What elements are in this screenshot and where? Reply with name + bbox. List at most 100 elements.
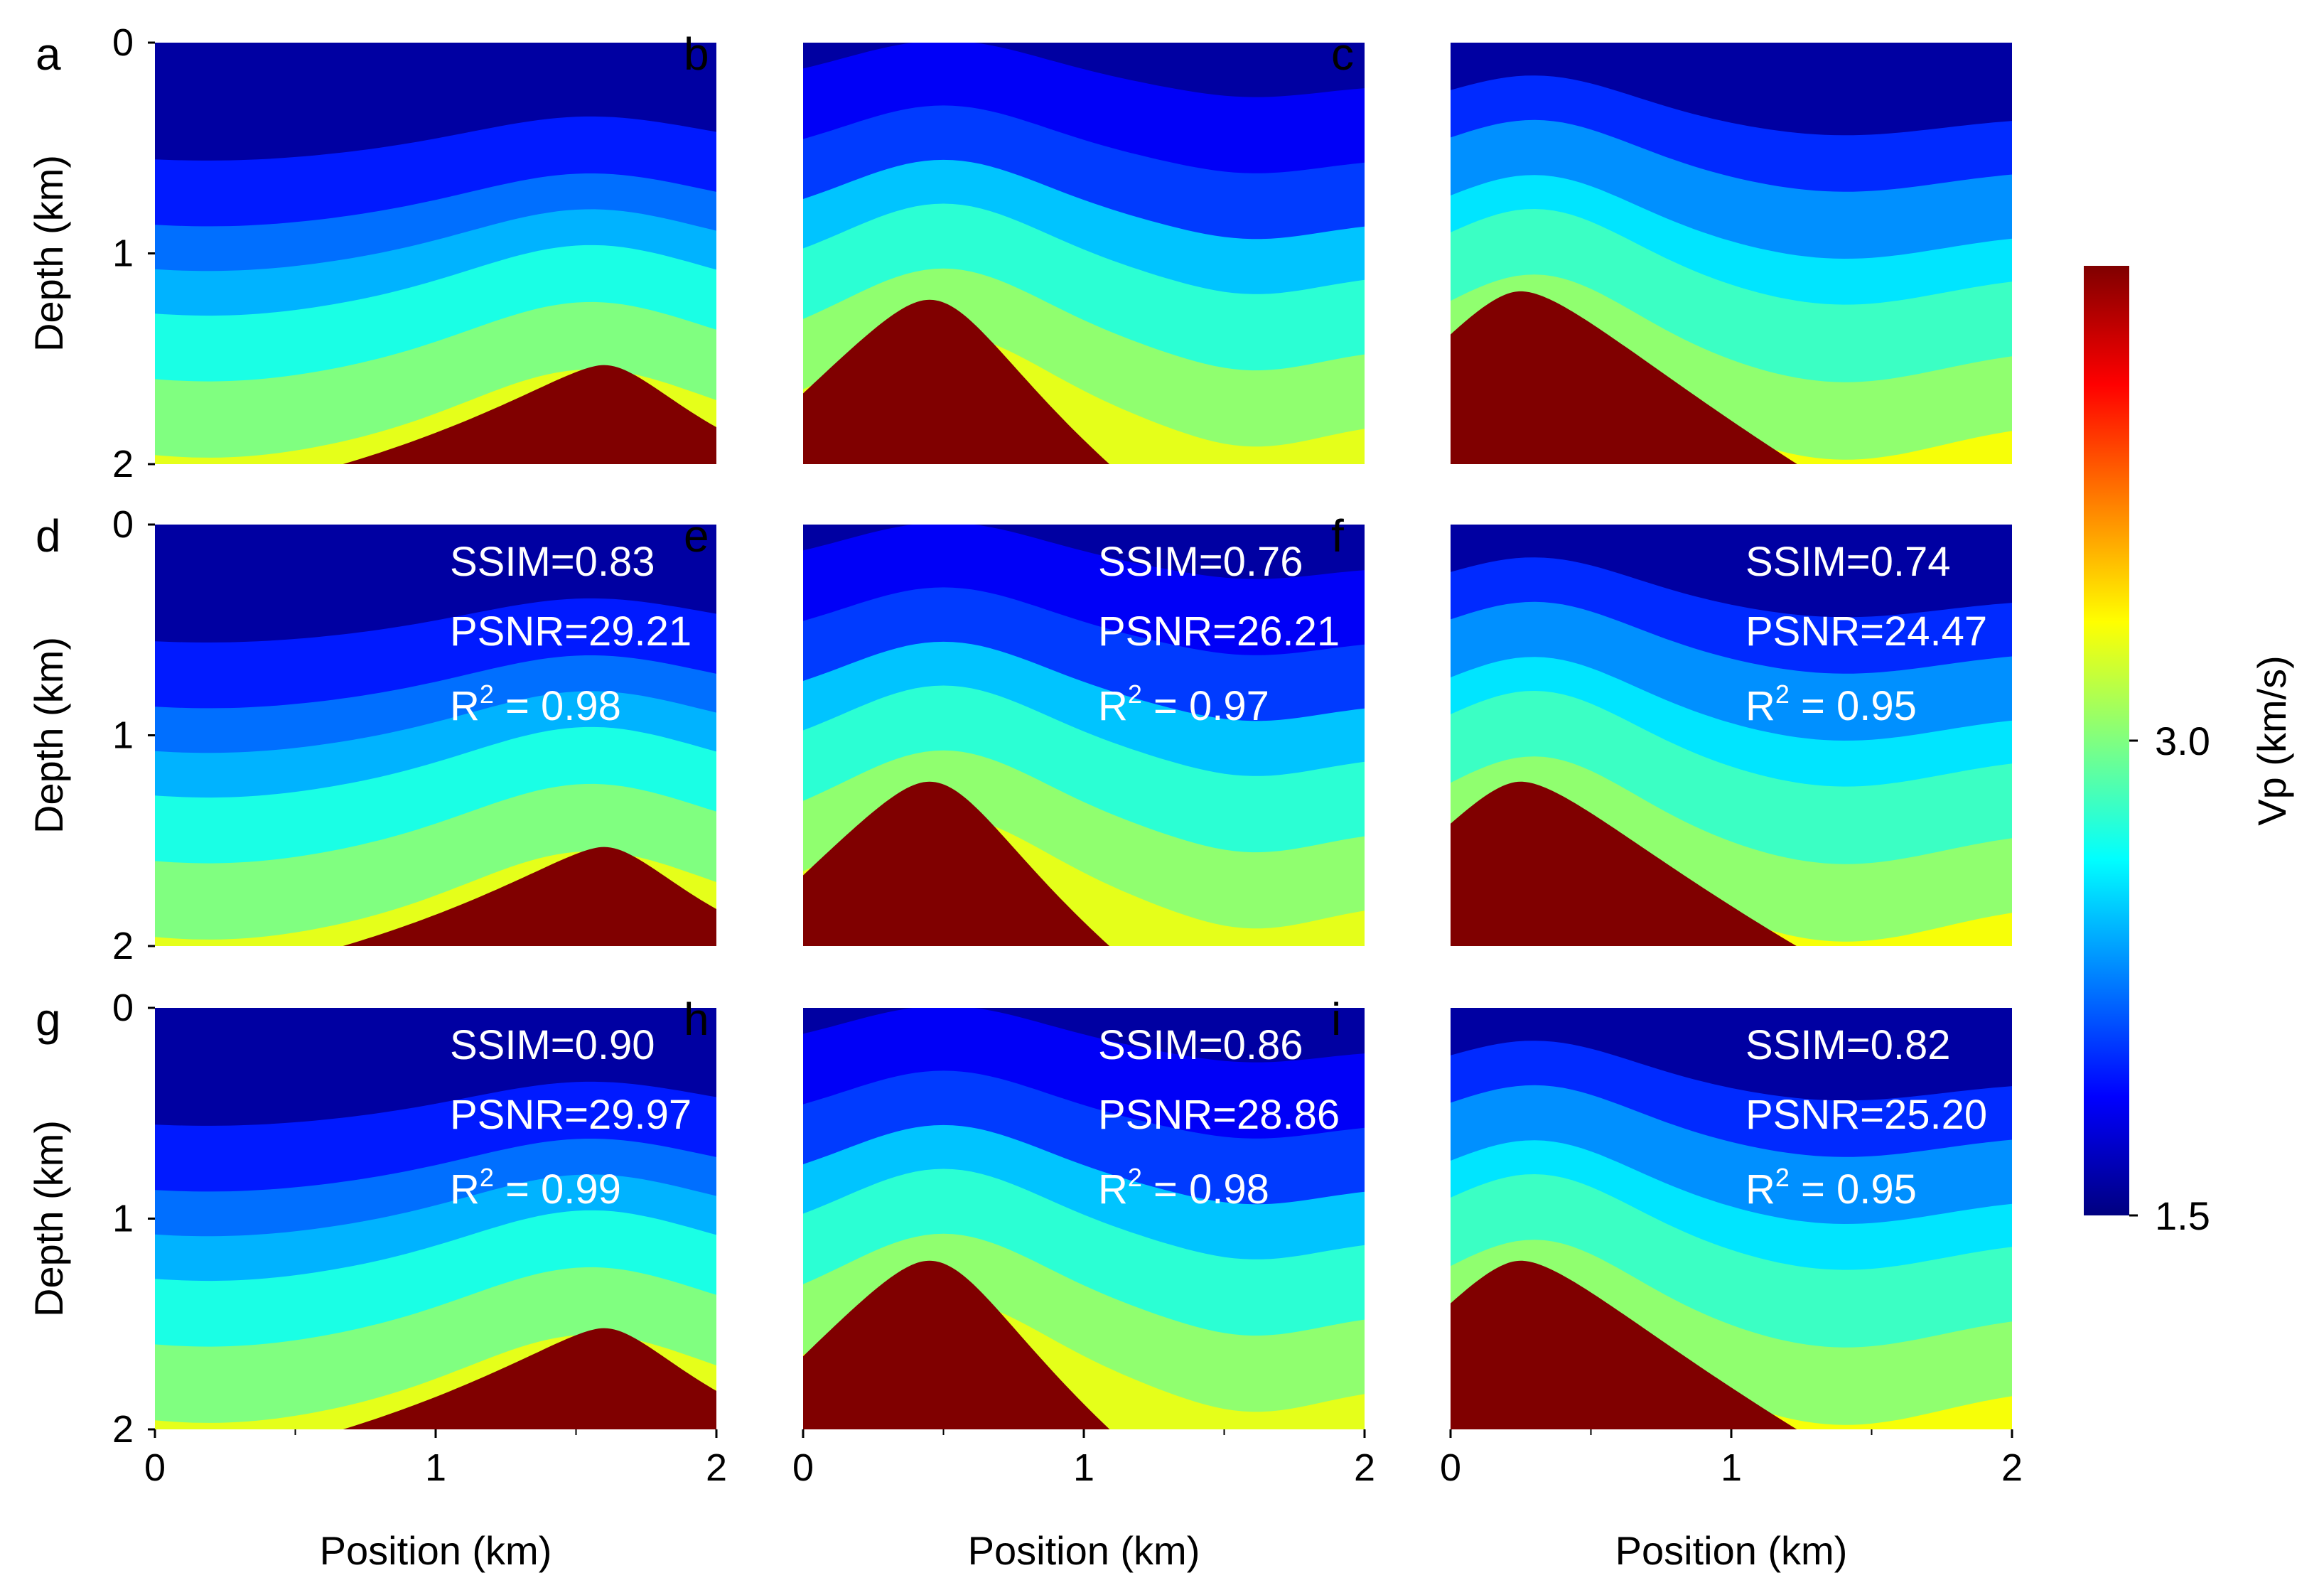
- ssim-label: SSIM=0.82: [1745, 1022, 1951, 1068]
- r2-label: R2 = 0.99: [450, 1163, 621, 1213]
- r2-symbol: R: [1745, 1166, 1775, 1213]
- y-tick-label: 2: [112, 1408, 134, 1451]
- panel-a: a 0 1 2 Depth (km): [26, 21, 716, 485]
- panel-label: d: [36, 510, 61, 562]
- panel-label: c: [1331, 28, 1354, 80]
- x-tick-label: 1: [1721, 1446, 1742, 1489]
- r2-value: = 0.97: [1142, 683, 1269, 729]
- ssim-label: SSIM=0.83: [450, 539, 655, 585]
- salt-body: [1451, 781, 1797, 946]
- psnr-label: PSNR=28.86: [1098, 1092, 1340, 1138]
- x-axis-label: Position (km): [1615, 1528, 1848, 1573]
- y-tick-label: 0: [112, 21, 134, 64]
- panel-grid: a 0 1 2 Depth (km) b c d 0 1 2 Depth (km) SSIM=0.83 P…: [26, 21, 2023, 1573]
- y-tick-label: 1: [112, 1198, 134, 1240]
- r2-symbol: R: [1745, 683, 1775, 729]
- y-axis-label: Depth (km): [26, 637, 71, 834]
- x-axis-label: Position (km): [968, 1528, 1200, 1573]
- x-tick-label: 0: [792, 1446, 814, 1489]
- r2-symbol: R: [450, 683, 480, 729]
- r2-symbol: R: [1098, 1166, 1128, 1213]
- x-axis-label: Position (km): [320, 1528, 552, 1573]
- y-tick-label: 0: [112, 987, 134, 1029]
- velocity-model: [155, 43, 716, 464]
- r2-value: = 0.98: [494, 683, 621, 729]
- x-tick-label: 1: [425, 1446, 446, 1489]
- velocity-model: [1451, 43, 2012, 464]
- r2-label: R2 = 0.95: [1745, 1163, 1917, 1213]
- panel-g: g 0 1 2 Depth (km) 0 1 2 Position (km) SSIM=0.90 P…: [26, 987, 727, 1573]
- velocity-model: [803, 1008, 1365, 1429]
- x-tick-label: 2: [2001, 1446, 2023, 1489]
- panel-f: f SSIM=0.74 PSNR=24.47 R2 = 0.95: [1331, 510, 2012, 946]
- r2-superscript: 2: [1128, 1163, 1142, 1192]
- panel-label: g: [36, 994, 61, 1045]
- r2-value: = 0.95: [1790, 683, 1917, 729]
- panel-i: i 0 1 2 Position (km) SSIM=0.82 PSNR=25.20 R2 =…: [1331, 994, 2023, 1573]
- panel-e: e SSIM=0.76 PSNR=26.21 R2 = 0.97: [684, 510, 1365, 946]
- r2-superscript: 2: [1775, 1163, 1790, 1192]
- psnr-label: PSNR=29.97: [450, 1092, 692, 1138]
- x-tick-label: 2: [1354, 1446, 1375, 1489]
- psnr-label: PSNR=25.20: [1745, 1092, 1987, 1138]
- r2-value: = 0.99: [494, 1166, 621, 1213]
- x-tick-label: 0: [144, 1446, 166, 1489]
- salt-body: [803, 1260, 1110, 1429]
- velocity-model: [155, 525, 716, 946]
- velocity-model: [1451, 1008, 2012, 1429]
- r2-label: R2 = 0.98: [450, 679, 621, 729]
- colorbar-tick-label: 3.0: [2155, 719, 2210, 763]
- y-tick-label: 0: [112, 503, 134, 546]
- salt-body: [343, 847, 716, 946]
- ssim-label: SSIM=0.76: [1098, 539, 1303, 585]
- colorbar-tick-label: 1.5: [2155, 1193, 2210, 1238]
- salt-body: [1451, 1260, 1797, 1429]
- panel-label: b: [684, 28, 709, 80]
- velocity-model: [155, 1008, 716, 1429]
- y-tick-label: 2: [112, 443, 134, 485]
- ssim-label: SSIM=0.74: [1745, 539, 1951, 585]
- r2-label: R2 = 0.97: [1098, 679, 1269, 729]
- r2-superscript: 2: [1775, 679, 1790, 709]
- r2-label: R2 = 0.95: [1745, 679, 1917, 729]
- velocity-model: [1451, 525, 2012, 946]
- salt-body: [803, 781, 1110, 946]
- r2-superscript: 2: [480, 679, 494, 709]
- velocity-model: [803, 43, 1365, 464]
- panel-label: i: [1331, 994, 1341, 1045]
- x-tick-label: 1: [1073, 1446, 1094, 1489]
- panel-label: h: [684, 994, 709, 1045]
- panel-c: c: [1331, 28, 2012, 464]
- ssim-label: SSIM=0.86: [1098, 1022, 1303, 1068]
- psnr-label: PSNR=24.47: [1745, 608, 1987, 655]
- panel-label: f: [1331, 510, 1344, 562]
- y-tick-label: 1: [112, 714, 134, 757]
- ssim-label: SSIM=0.90: [450, 1022, 655, 1068]
- x-tick-label: 2: [706, 1446, 727, 1489]
- r2-superscript: 2: [1128, 679, 1142, 709]
- r2-label: R2 = 0.98: [1098, 1163, 1269, 1213]
- x-tick-label: 0: [1440, 1446, 1461, 1489]
- psnr-label: PSNR=26.21: [1098, 608, 1340, 655]
- panel-b: b: [684, 28, 1365, 464]
- salt-body: [343, 365, 716, 464]
- y-tick-label: 1: [112, 232, 134, 275]
- salt-body: [343, 1328, 716, 1429]
- panel-label: e: [684, 510, 709, 562]
- psnr-label: PSNR=29.21: [450, 608, 692, 655]
- y-axis-label: Depth (km): [26, 155, 71, 352]
- r2-symbol: R: [1098, 683, 1128, 729]
- r2-superscript: 2: [480, 1163, 494, 1192]
- colorbar-label: Vp (km/s): [2249, 655, 2294, 826]
- colorbar: 3.0 1.5 Vp (km/s): [2084, 266, 2294, 1238]
- r2-value: = 0.98: [1142, 1166, 1269, 1213]
- salt-body: [1451, 291, 1797, 464]
- y-tick-label: 2: [112, 925, 134, 967]
- y-axis-label: Depth (km): [26, 1120, 71, 1317]
- velocity-model: [803, 525, 1365, 946]
- panel-label: a: [36, 28, 61, 80]
- salt-body: [803, 299, 1110, 464]
